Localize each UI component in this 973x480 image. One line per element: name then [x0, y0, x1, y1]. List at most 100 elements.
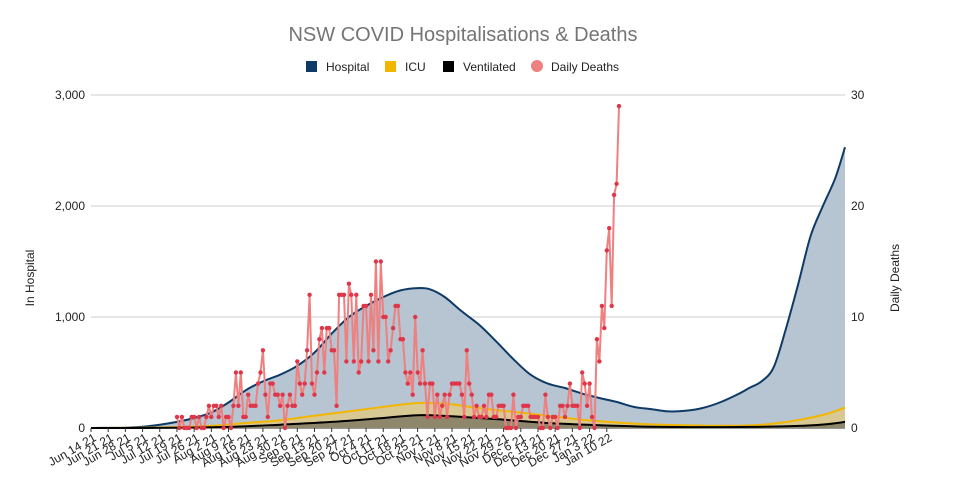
- daily-deaths-point: [494, 414, 499, 420]
- legend-label-hospital: Hospital: [326, 60, 369, 74]
- daily-deaths-point: [204, 414, 209, 420]
- daily-deaths-point: [309, 381, 315, 386]
- daily-deaths-point: [238, 370, 243, 375]
- daily-deaths-point: [334, 403, 339, 408]
- daily-deaths-point: [417, 381, 423, 386]
- daily-deaths-point: [344, 359, 349, 364]
- daily-deaths-point: [420, 348, 425, 353]
- daily-deaths-point: [349, 292, 354, 297]
- daily-deaths-point: [307, 292, 312, 297]
- legend-swatch-ventilated: [443, 61, 454, 72]
- daily-deaths-point: [575, 403, 580, 408]
- daily-deaths-point: [479, 414, 484, 420]
- daily-deaths-point: [400, 337, 406, 342]
- daily-deaths-point: [219, 403, 224, 408]
- daily-deaths-point: [236, 403, 241, 408]
- daily-deaths-point: [216, 414, 221, 420]
- legend: Hospital ICU Ventilated Daily Deaths: [306, 60, 619, 74]
- daily-deaths-point: [280, 392, 285, 397]
- daily-deaths-point: [565, 403, 570, 408]
- daily-deaths-point: [395, 303, 401, 309]
- daily-deaths-point: [300, 392, 305, 397]
- daily-deaths-point: [341, 292, 347, 297]
- daily-deaths-point: [584, 403, 590, 408]
- y-tick-label-right: 20: [851, 199, 865, 213]
- daily-deaths-point: [444, 414, 450, 420]
- daily-deaths-point: [422, 381, 428, 386]
- daily-deaths-point: [513, 425, 519, 431]
- daily-deaths-point: [246, 392, 251, 397]
- daily-deaths-point: [442, 392, 447, 397]
- daily-deaths-point: [415, 370, 420, 375]
- legend-swatch-hospital: [306, 61, 317, 72]
- daily-deaths-point: [425, 414, 430, 420]
- daily-deaths-point: [518, 414, 523, 420]
- daily-deaths-point: [589, 414, 595, 420]
- daily-deaths-point: [582, 381, 587, 386]
- y-axis-right-title: Daily Deaths: [888, 244, 902, 312]
- daily-deaths-point: [432, 414, 437, 420]
- daily-deaths-point: [469, 392, 474, 397]
- daily-deaths-point: [214, 403, 219, 408]
- daily-deaths-point: [545, 414, 550, 420]
- daily-deaths-point: [604, 248, 609, 253]
- legend-label-icu: ICU: [405, 60, 426, 74]
- daily-deaths-point: [233, 370, 239, 375]
- daily-deaths-point: [282, 425, 288, 431]
- daily-deaths-point: [373, 259, 379, 264]
- daily-deaths-point: [231, 403, 236, 408]
- daily-deaths-point: [209, 414, 214, 420]
- daily-deaths-point: [187, 425, 192, 431]
- legend-label-daily-deaths: Daily Deaths: [551, 60, 619, 74]
- y-tick-label-left: 1,000: [55, 310, 85, 324]
- daily-deaths-point: [410, 392, 415, 397]
- daily-deaths-point: [260, 348, 266, 353]
- daily-deaths-point: [457, 381, 462, 386]
- daily-deaths-point: [285, 403, 290, 408]
- daily-deaths-point: [363, 303, 369, 309]
- daily-deaths-point: [346, 281, 352, 286]
- daily-deaths-point: [597, 359, 602, 364]
- line-icu: [90, 401, 846, 429]
- daily-deaths-point: [474, 403, 479, 408]
- daily-deaths-point: [221, 425, 226, 431]
- daily-deaths-point: [435, 392, 440, 397]
- daily-deaths-point: [376, 359, 381, 364]
- daily-deaths-point: [356, 370, 361, 375]
- daily-deaths-point: [317, 337, 322, 342]
- daily-deaths-point: [312, 392, 317, 397]
- daily-deaths-point: [174, 414, 180, 420]
- daily-deaths-point: [548, 425, 553, 431]
- daily-deaths-point: [594, 337, 600, 342]
- daily-deaths-point: [560, 403, 565, 408]
- daily-deaths-point: [540, 425, 546, 431]
- daily-deaths-point: [265, 414, 270, 420]
- daily-deaths-point: [206, 403, 212, 408]
- daily-deaths-point: [177, 425, 182, 431]
- daily-deaths-point: [327, 325, 332, 331]
- daily-deaths-point: [577, 425, 582, 431]
- daily-deaths-point: [277, 403, 283, 408]
- daily-deaths-point: [602, 325, 607, 331]
- daily-deaths-point: [351, 359, 356, 364]
- daily-deaths-point: [192, 414, 197, 420]
- y-tick-label-left: 3,000: [55, 88, 85, 102]
- daily-deaths-point: [322, 370, 327, 375]
- daily-deaths-point: [390, 325, 396, 331]
- y-axis-right: 0 10 20 30: [851, 88, 865, 435]
- y-tick-label-left: 2,000: [55, 199, 85, 213]
- daily-deaths-point: [243, 414, 248, 420]
- y-tick-label-right: 0: [851, 421, 858, 435]
- daily-deaths-point: [297, 381, 302, 386]
- daily-deaths-point: [359, 359, 364, 364]
- daily-deaths-point: [253, 403, 258, 408]
- series-areas: [90, 146, 846, 429]
- daily-deaths-point: [611, 192, 617, 198]
- daily-deaths-point: [592, 425, 597, 431]
- daily-deaths-point: [275, 392, 280, 397]
- daily-deaths-point: [484, 414, 489, 420]
- daily-deaths-point: [314, 370, 320, 375]
- daily-deaths-point: [378, 259, 383, 264]
- daily-deaths-point: [587, 381, 592, 386]
- daily-deaths-point: [194, 425, 199, 431]
